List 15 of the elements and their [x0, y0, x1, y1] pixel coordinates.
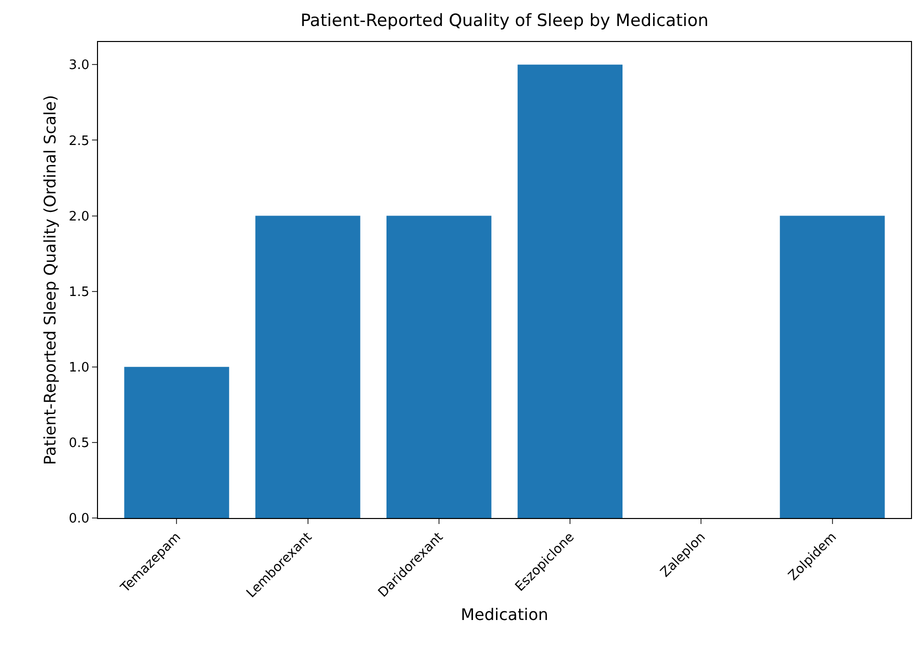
y-tick-label: 2.5 — [68, 134, 90, 149]
y-tick-label: 0.0 — [68, 512, 90, 527]
bar — [518, 64, 623, 518]
y-tick-label: 3.0 — [68, 58, 90, 74]
y-axis-title: Patient-Reported Sleep Quality (Ordinal Scale) — [40, 95, 60, 465]
y-tick-label: 1.5 — [68, 284, 90, 300]
x-axis-title: Medication — [460, 604, 548, 624]
bar — [255, 216, 360, 518]
bar — [124, 366, 230, 518]
y-tick-label: 2.0 — [68, 209, 90, 224]
bar — [386, 216, 492, 518]
y-tick-label: 0.5 — [68, 436, 90, 451]
bar — [780, 216, 885, 518]
y-tick-label: 1.0 — [68, 360, 90, 376]
chart-title: Patient-Reported Quality of Sleep by Medication — [300, 10, 709, 31]
